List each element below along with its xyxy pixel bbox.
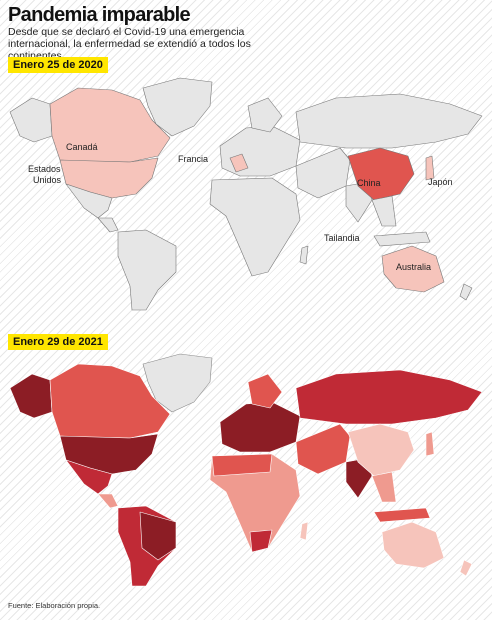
china <box>347 423 415 477</box>
new-zealand <box>459 283 473 301</box>
europe <box>219 125 301 177</box>
brazil <box>139 511 177 561</box>
north-africa <box>211 453 273 477</box>
world-map-2020: Canadá Estados Unidos Francia China Japó… <box>9 77 483 311</box>
label-australia: Australia <box>396 262 431 272</box>
mexico <box>65 183 113 219</box>
date-badge-2021: Enero 29 de 2021 <box>8 334 108 350</box>
europe <box>219 401 301 453</box>
label-japon: Japón <box>428 177 453 187</box>
label-china: China <box>357 178 381 188</box>
greenland <box>142 353 213 413</box>
japan <box>425 155 435 181</box>
alaska <box>9 97 53 143</box>
central-america <box>97 493 119 509</box>
middle-east <box>295 147 351 199</box>
label-tailandia: Tailandia <box>324 233 360 243</box>
southeast-asia <box>371 195 397 227</box>
china <box>347 147 415 201</box>
australia <box>381 245 445 293</box>
indonesia <box>373 507 431 523</box>
japan <box>425 431 435 457</box>
scandinavia <box>247 97 283 133</box>
greenland <box>142 77 213 137</box>
label-unidos: Unidos <box>33 175 62 185</box>
russia <box>295 369 483 425</box>
southeast-asia <box>371 471 397 503</box>
madagascar <box>299 521 309 541</box>
madagascar <box>299 245 309 265</box>
canada <box>49 363 171 439</box>
france <box>229 153 249 173</box>
source-note: Fuente: Elaboración propia. <box>8 601 101 610</box>
south-africa <box>249 529 273 553</box>
label-canada: Canadá <box>66 142 98 152</box>
indonesia <box>373 231 431 247</box>
alaska <box>9 373 53 419</box>
label-estados: Estados <box>28 164 61 174</box>
world-map-2021 <box>9 353 483 587</box>
central-america <box>97 217 119 233</box>
scandinavia <box>247 373 283 409</box>
africa <box>209 177 301 277</box>
mexico <box>65 459 113 495</box>
page-title: Pandemia imparable <box>8 4 191 26</box>
south-america <box>117 229 177 311</box>
australia <box>381 521 445 569</box>
label-francia: Francia <box>178 154 208 164</box>
date-badge-2020: Enero 25 de 2020 <box>8 57 108 73</box>
new-zealand <box>459 559 473 577</box>
canada <box>49 87 171 163</box>
middle-east <box>295 423 351 475</box>
russia <box>295 93 483 149</box>
